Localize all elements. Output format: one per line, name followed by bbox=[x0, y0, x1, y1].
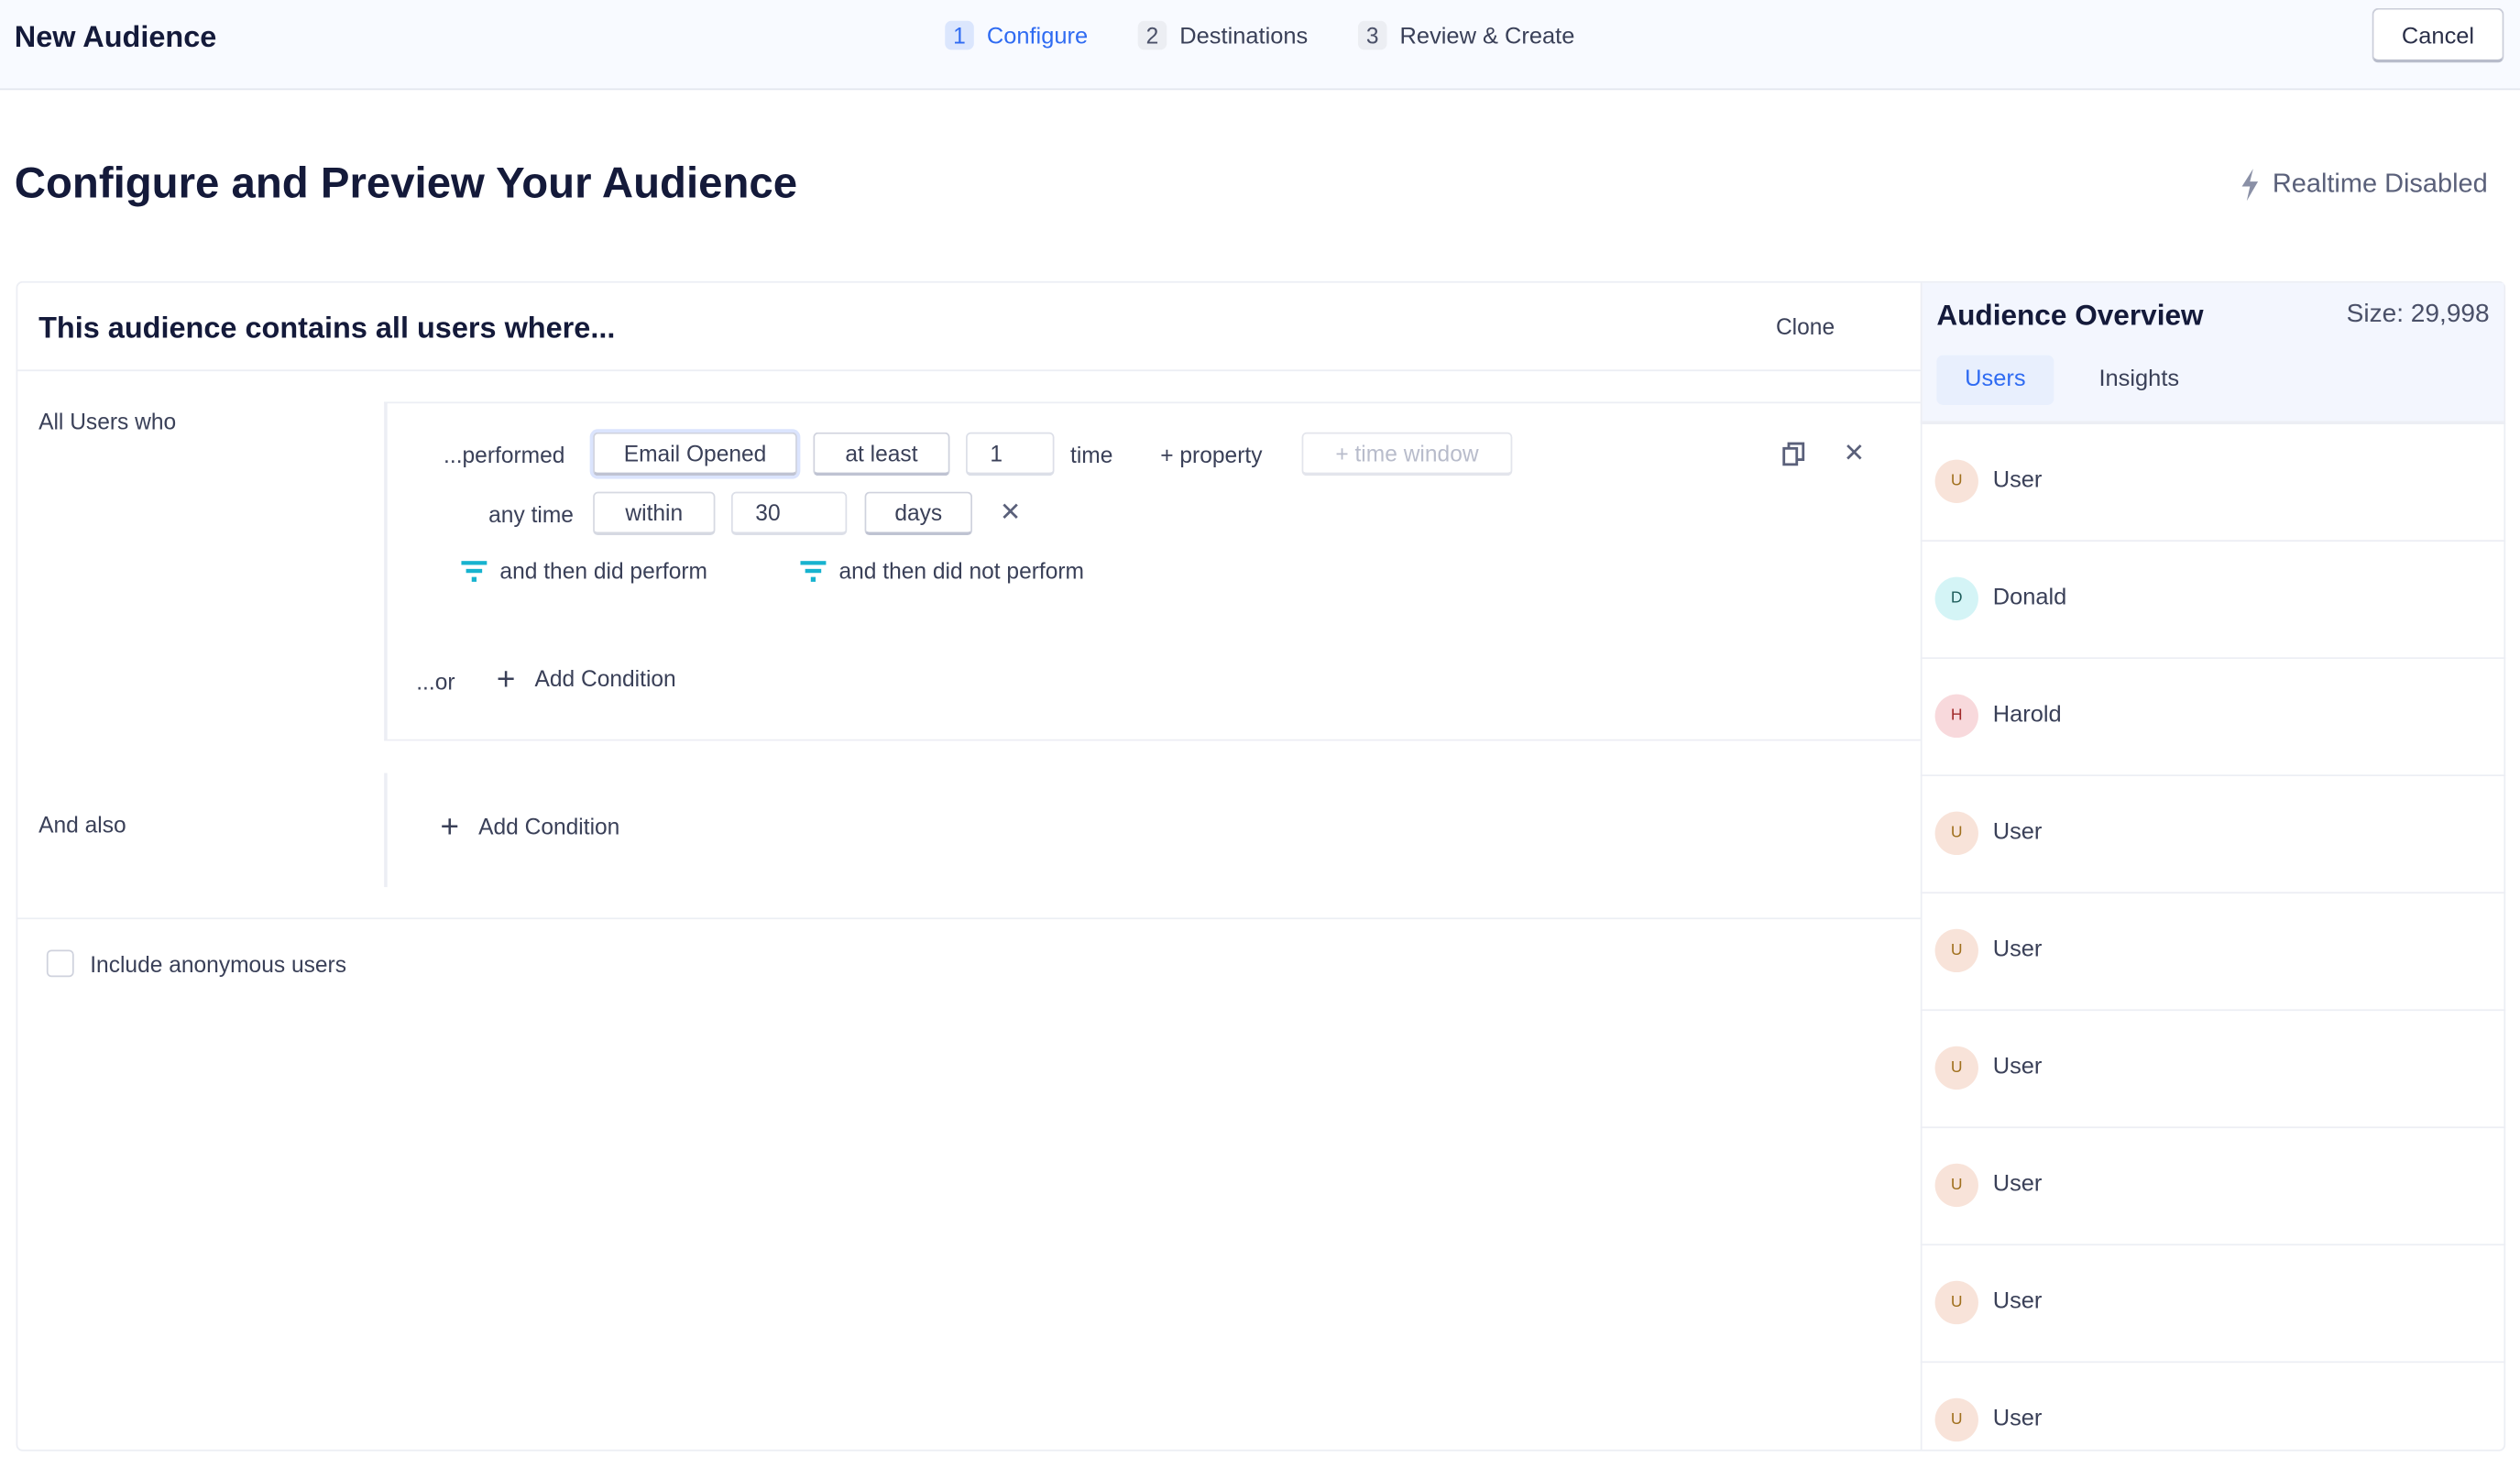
user-name: User bbox=[1992, 1171, 2043, 1198]
group-border bbox=[384, 772, 388, 888]
avatar: U bbox=[1934, 1280, 1978, 1325]
divider bbox=[16, 369, 1921, 372]
avatar: U bbox=[1934, 1163, 1978, 1208]
time-window-button[interactable]: + time window bbox=[1301, 432, 1513, 477]
add-condition-label: Add Condition bbox=[534, 665, 676, 692]
unit-select[interactable]: days bbox=[864, 491, 973, 536]
page-title: Configure and Preview Your Audience bbox=[14, 159, 798, 208]
step-number: 1 bbox=[945, 20, 974, 50]
avatar: U bbox=[1934, 1046, 1978, 1090]
add-condition-label: Add Condition bbox=[478, 813, 620, 839]
user-row[interactable]: U User bbox=[1920, 1009, 2506, 1126]
avatar: D bbox=[1934, 576, 1978, 620]
user-row[interactable]: D Donald bbox=[1920, 540, 2506, 657]
user-name: User bbox=[1992, 467, 2043, 494]
user-row[interactable]: U User bbox=[1920, 892, 2506, 1009]
cancel-button[interactable]: Cancel bbox=[2372, 7, 2504, 63]
comparator-select[interactable]: at least bbox=[813, 432, 950, 477]
user-name: User bbox=[1992, 819, 2043, 846]
add-property-button[interactable]: + property bbox=[1160, 442, 1263, 468]
condition-group bbox=[384, 401, 1921, 741]
step-configure[interactable]: 1 Configure bbox=[945, 20, 1089, 50]
anonymous-checkbox[interactable] bbox=[46, 949, 74, 978]
then-did-not-perform-button[interactable]: and then did not perform bbox=[800, 558, 1084, 587]
user-row[interactable]: H Harold bbox=[1920, 657, 2506, 774]
clone-button[interactable]: Clone bbox=[1775, 312, 1835, 340]
add-and-condition-button[interactable]: + Add Condition bbox=[441, 810, 620, 847]
user-row[interactable]: U User bbox=[1920, 774, 2506, 892]
time-label: time bbox=[1070, 442, 1113, 468]
avatar: U bbox=[1934, 811, 1978, 856]
step-number: 2 bbox=[1137, 20, 1167, 50]
step-review[interactable]: 3 Review & Create bbox=[1357, 20, 1575, 50]
event-select[interactable]: Email Opened bbox=[593, 432, 797, 477]
user-row[interactable]: U User bbox=[1920, 1243, 2506, 1361]
lightning-icon bbox=[2241, 169, 2259, 202]
user-name: User bbox=[1992, 1288, 2043, 1315]
user-name: User bbox=[1992, 1406, 2043, 1432]
audience-size: Size: 29,998 bbox=[2346, 300, 2490, 328]
add-or-condition-button[interactable]: + Add Condition bbox=[497, 663, 676, 699]
step-destinations[interactable]: 2 Destinations bbox=[1137, 20, 1309, 50]
any-time-label: any time bbox=[488, 501, 574, 528]
within-select[interactable]: within bbox=[593, 491, 716, 536]
user-name: Donald bbox=[1992, 585, 2067, 611]
avatar: U bbox=[1934, 1397, 1978, 1442]
user-name: User bbox=[1992, 1054, 2043, 1080]
then-did-label: and then did perform bbox=[499, 557, 708, 584]
builder-heading: This audience contains all users where..… bbox=[38, 310, 616, 345]
group-label: And also bbox=[38, 811, 126, 838]
user-name: User bbox=[1992, 937, 2043, 963]
filter-icon bbox=[461, 560, 488, 582]
avatar: H bbox=[1934, 694, 1978, 738]
overview-title: Audience Overview bbox=[1936, 299, 2204, 332]
step-label: Review & Create bbox=[1399, 24, 1575, 50]
tab-users[interactable]: Users bbox=[1936, 355, 2054, 405]
avatar: U bbox=[1934, 928, 1978, 973]
count-input[interactable]: 1 bbox=[966, 432, 1055, 477]
performed-label: ...performed bbox=[444, 442, 565, 468]
plus-icon: + bbox=[496, 662, 516, 698]
avatar: U bbox=[1934, 459, 1978, 503]
step-label: Configure bbox=[986, 24, 1089, 50]
audience-card bbox=[16, 280, 2506, 1452]
divider bbox=[1920, 282, 1923, 1450]
remove-condition-icon[interactable]: ✕ bbox=[1843, 440, 1866, 468]
divider bbox=[16, 917, 1921, 920]
group-label: All Users who bbox=[38, 408, 177, 434]
then-did-perform-button[interactable]: and then did perform bbox=[461, 558, 707, 587]
step-number: 3 bbox=[1357, 20, 1387, 50]
duplicate-icon[interactable] bbox=[1782, 442, 1805, 466]
realtime-toggle[interactable]: Realtime Disabled bbox=[2237, 167, 2488, 203]
within-value-input[interactable]: 30 bbox=[730, 491, 848, 536]
user-name: Harold bbox=[1992, 702, 2062, 729]
anonymous-label: Include anonymous users bbox=[90, 951, 347, 978]
user-row[interactable]: U User bbox=[1920, 1361, 2506, 1478]
remove-time-icon[interactable]: ✕ bbox=[999, 499, 1022, 528]
filter-icon bbox=[800, 560, 827, 582]
app-title: New Audience bbox=[14, 19, 217, 53]
step-label: Destinations bbox=[1179, 24, 1309, 50]
realtime-label: Realtime Disabled bbox=[2272, 169, 2488, 199]
or-label: ...or bbox=[416, 668, 455, 695]
plus-icon: + bbox=[440, 809, 460, 846]
user-row[interactable]: U User bbox=[1920, 1126, 2506, 1243]
tab-insights[interactable]: Insights bbox=[2098, 366, 2180, 392]
user-row[interactable]: U User bbox=[1920, 422, 2506, 540]
then-did-not-label: and then did not perform bbox=[838, 557, 1085, 584]
